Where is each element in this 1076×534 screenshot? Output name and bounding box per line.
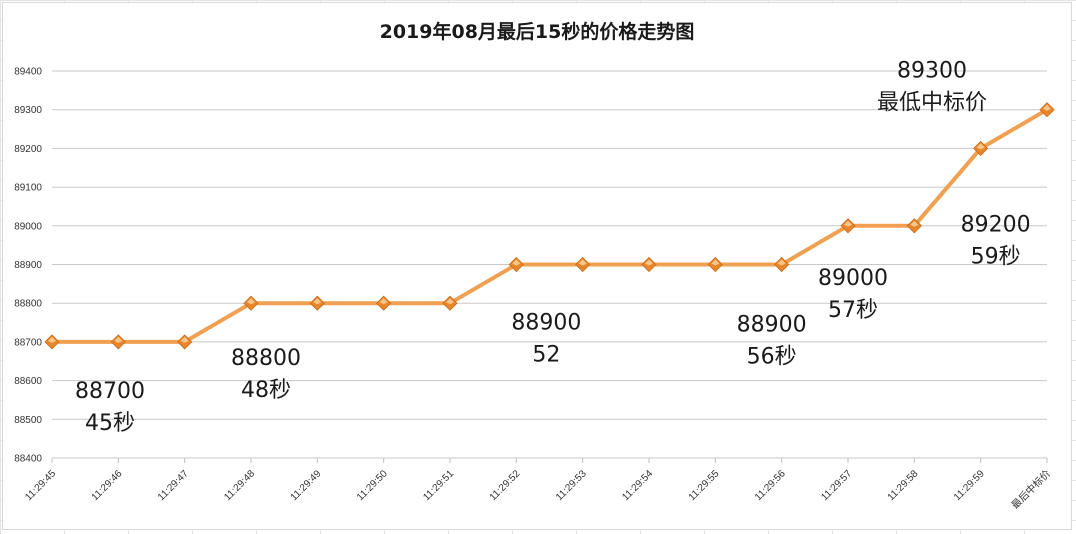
marker-highlight — [578, 259, 587, 266]
marker-highlight — [1043, 104, 1051, 111]
annotation-label: 88900 — [511, 311, 581, 336]
y-tick-label: 89200 — [14, 144, 42, 155]
annotation-label: 88700 — [75, 379, 145, 404]
annotation-label: 88800 — [231, 346, 301, 371]
annotation-label: 88900 — [737, 313, 807, 338]
annotation-label: 57秒 — [828, 298, 878, 323]
y-tick-label: 88400 — [14, 454, 42, 465]
marker-highlight — [379, 298, 388, 305]
marker-highlight — [180, 336, 189, 343]
y-tick-label: 88700 — [14, 337, 42, 348]
x-tick-label: 11:29:57 — [819, 468, 854, 503]
y-tick-label: 88800 — [14, 299, 42, 310]
x-tick-label: 11:29:50 — [355, 468, 390, 503]
annotation-label: 56秒 — [747, 345, 797, 370]
x-tick-label: 11:29:45 — [23, 468, 58, 503]
marker-highlight — [910, 220, 919, 227]
marker-highlight — [844, 220, 852, 227]
x-tick-label: 11:29:58 — [886, 468, 921, 503]
data-annotations: 88700 45秒 88800 48秒 88900 52 88900 56秒 89000 57秒 8… — [75, 59, 1031, 436]
x-axis-ticks: 11:29:45 11:29:46 11:29:47 11:29:48 11:29:49… — [23, 458, 1053, 511]
annotation-label: 48秒 — [241, 378, 291, 403]
chart-title: 2019年08月最后15秒的价格走势图 — [380, 20, 695, 43]
x-tick-label: 最后中标价 — [1009, 467, 1054, 512]
x-tick-label: 11:29:46 — [90, 468, 125, 503]
marker-highlight — [777, 259, 786, 266]
x-tick-label: 11:29:47 — [156, 468, 191, 503]
marker-highlight — [512, 259, 521, 266]
x-tick-label: 11:29:49 — [289, 468, 324, 503]
marker-highlight — [711, 259, 720, 266]
x-tick-label: 11:29:48 — [222, 468, 257, 503]
x-tick-label: 11:29:54 — [620, 468, 655, 503]
series-markers — [44, 102, 1055, 350]
annotation-label: 45秒 — [85, 411, 135, 436]
y-tick-label: 89400 — [14, 67, 42, 78]
marker-highlight — [114, 336, 123, 343]
x-tick-label: 11:29:51 — [421, 468, 456, 503]
marker-highlight — [446, 298, 454, 305]
marker-highlight — [645, 259, 653, 266]
marker-highlight — [48, 336, 56, 343]
series-line-group — [50, 107, 1049, 344]
y-tick-label: 89100 — [14, 183, 42, 194]
annotation-label: 89200 — [961, 212, 1031, 237]
annotation-label: 52 — [532, 343, 560, 368]
y-axis-ticks: 88400 88500 88600 88700 88800 88900 89000 89100… — [14, 67, 42, 465]
y-tick-label: 88900 — [14, 260, 42, 271]
x-tick-label: 11:29:52 — [488, 468, 523, 503]
y-tick-label: 89300 — [14, 105, 42, 116]
y-tick-label: 89000 — [14, 221, 42, 232]
series-line — [50, 107, 1049, 344]
y-tick-label: 88600 — [14, 376, 42, 387]
annotation-label: 59秒 — [971, 244, 1021, 269]
x-tick-label: 11:29:53 — [554, 468, 589, 503]
marker-highlight — [313, 298, 322, 305]
annotation-label: 最低中标价 — [877, 91, 987, 116]
marker-highlight — [976, 143, 985, 150]
x-tick-label: 11:29:59 — [952, 468, 987, 503]
marker-highlight — [247, 298, 255, 305]
x-tick-label: 11:29:55 — [687, 468, 722, 503]
x-tick-label: 11:29:56 — [753, 468, 788, 503]
annotation-label: 89000 — [818, 266, 888, 291]
annotation-label: 89300 — [897, 59, 967, 84]
y-tick-label: 88500 — [14, 415, 42, 426]
